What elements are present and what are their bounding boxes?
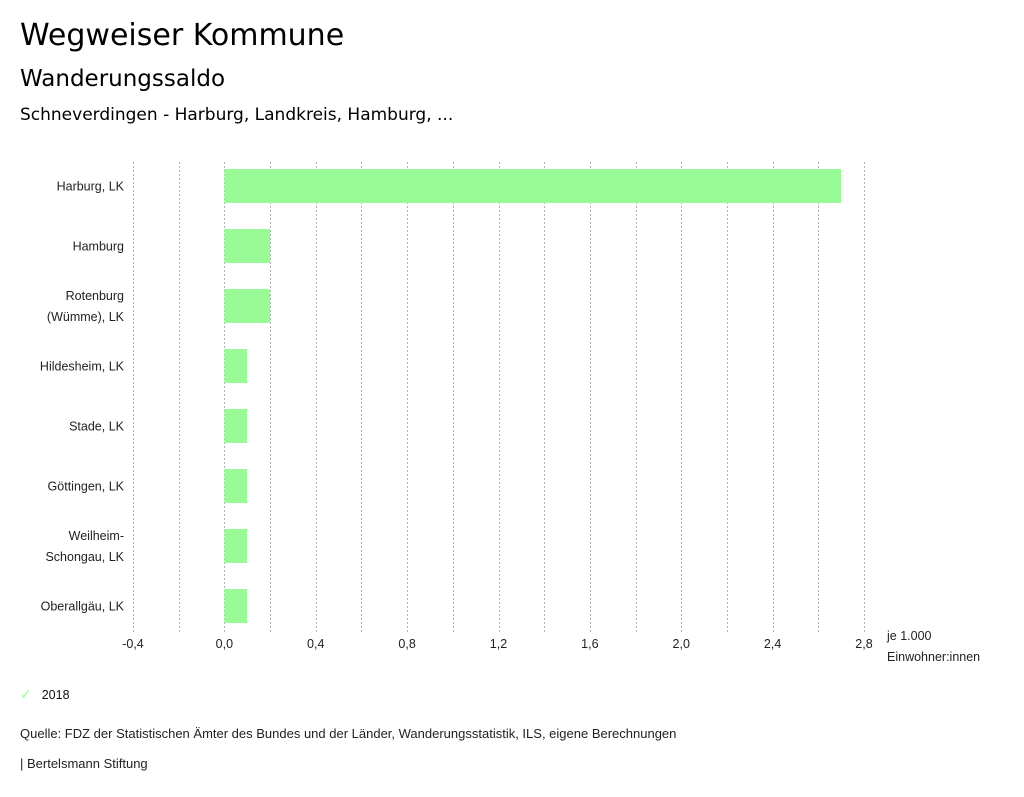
credit-note: | Bertelsmann Stiftung [20, 756, 148, 771]
legend-label: 2018 [41, 687, 70, 702]
bar[interactable] [224, 409, 248, 443]
category-label: Schongau, LK [45, 550, 124, 564]
bar-chart: Harburg, LK Hamburg Rotenburg (Wümme), LK Hi… [40, 162, 873, 651]
category-label: Stade, LK [69, 420, 125, 434]
category-label: (Wümme), LK [47, 310, 125, 324]
x-tick-label: 2,4 [764, 637, 781, 651]
bar[interactable] [224, 229, 271, 263]
x-tick-label: -0,4 [122, 637, 144, 651]
x-axis-unit-line-2: Einwohner:innen [887, 650, 981, 664]
region-title: Schneverdingen - Harburg, Landkreis, Ham… [20, 105, 454, 125]
x-tick-label: 0,8 [398, 637, 415, 651]
x-tick-label: 0,0 [216, 637, 233, 651]
page-title: Wegweiser Kommune [20, 18, 345, 53]
category-labels: Harburg, LK Hamburg Rotenburg (Wümme), LK Hi… [40, 180, 125, 614]
category-label: Göttingen, LK [48, 480, 125, 494]
category-label: Harburg, LK [57, 180, 125, 194]
chart-subtitle: Wanderungssaldo [20, 66, 226, 92]
x-axis-unit-line-1: je 1.000 [887, 629, 932, 643]
source-note: Quelle: FDZ der Statistischen Ämter des … [20, 726, 677, 741]
bar[interactable] [224, 469, 248, 503]
category-label: Rotenburg [66, 289, 124, 303]
x-tick-label: 2,0 [673, 637, 690, 651]
bar[interactable] [224, 289, 271, 323]
x-tick-label: 1,6 [581, 637, 598, 651]
x-tick-label: 0,4 [307, 637, 324, 651]
bar[interactable] [224, 349, 248, 383]
legend-item-2018[interactable]: ✓ 2018 [20, 686, 70, 703]
category-label: Weilheim- [69, 529, 124, 543]
bar[interactable] [224, 169, 842, 203]
bar[interactable] [224, 529, 248, 563]
bars [224, 169, 842, 623]
check-icon: ✓ [20, 686, 32, 702]
x-axis-unit: je 1.000 Einwohner:innen [887, 626, 980, 668]
x-tick-label: 2,8 [855, 637, 872, 651]
category-label: Hildesheim, LK [40, 360, 125, 374]
x-tick-label: 1,2 [490, 637, 507, 651]
category-label: Oberallgäu, LK [41, 600, 125, 614]
bar[interactable] [224, 589, 248, 623]
category-label: Hamburg [73, 240, 124, 254]
x-tick-labels: -0,4 0,0 0,4 0,8 1,2 1,6 2,0 2,4 2,8 [122, 637, 873, 651]
